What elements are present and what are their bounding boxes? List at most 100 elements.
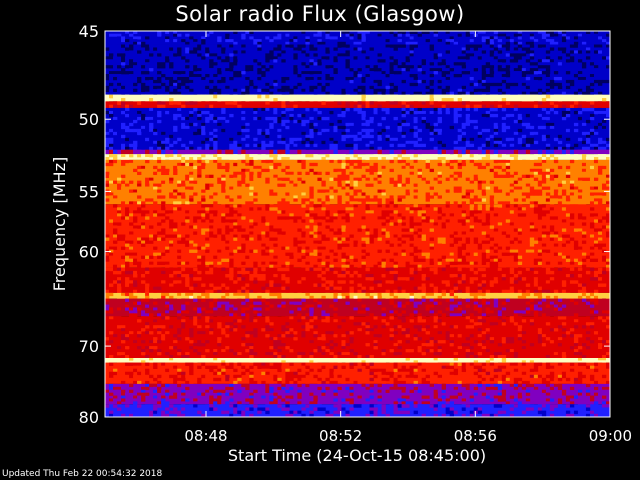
heatmap-cell (573, 36, 579, 40)
heatmap-cell (133, 228, 138, 232)
heatmap-cell (249, 88, 254, 93)
heatmap-cell (197, 186, 202, 190)
heatmap-cell (481, 162, 487, 167)
heatmap-cell (209, 246, 214, 250)
heatmap-cell (553, 174, 559, 178)
heatmap-cell (561, 107, 567, 112)
heatmap-cell (133, 243, 138, 247)
heatmap-cell (193, 122, 198, 127)
heatmap-cell (517, 74, 523, 78)
heatmap-cell (545, 76, 551, 81)
heatmap-cell (425, 94, 430, 99)
heatmap-cell (309, 76, 314, 81)
heatmap-cell (493, 198, 499, 202)
heatmap-cell (545, 131, 551, 136)
heatmap-cell (193, 39, 198, 43)
heatmap-cell (341, 110, 346, 115)
heatmap-cell (565, 171, 571, 176)
heatmap-cell (301, 71, 306, 75)
heatmap-cell (513, 146, 519, 151)
heatmap-cell (477, 213, 483, 217)
heatmap-cell (281, 113, 286, 118)
heatmap-cell (513, 119, 519, 124)
heatmap-cell (425, 195, 430, 199)
heatmap-cell (469, 222, 475, 226)
heatmap-cell (545, 88, 551, 93)
heatmap-cell (269, 85, 274, 90)
heatmap-cell (409, 222, 414, 226)
heatmap-cell (445, 168, 450, 173)
heatmap-cell (113, 88, 118, 93)
heatmap-cell (453, 180, 458, 184)
heatmap-cell (505, 74, 511, 78)
heatmap-cell (245, 237, 250, 241)
heatmap-cell (141, 146, 146, 151)
heatmap-cell (225, 210, 230, 214)
heatmap-cell (593, 240, 599, 244)
heatmap-cell (537, 183, 543, 187)
heatmap-cell (365, 198, 370, 202)
heatmap-cell (377, 59, 382, 63)
heatmap-cell (157, 168, 162, 173)
heatmap-cell (129, 47, 134, 51)
heatmap-cell (381, 33, 386, 37)
heatmap-cell (529, 71, 535, 75)
heatmap-cell (385, 234, 390, 238)
heatmap-cell (149, 165, 154, 170)
heatmap-cell (557, 165, 563, 170)
heatmap-cell (245, 107, 250, 112)
heatmap-cell (537, 31, 543, 34)
heatmap-cell (337, 116, 342, 121)
heatmap-cell (601, 207, 607, 211)
heatmap-cell (537, 33, 543, 37)
heatmap-cell (109, 149, 114, 155)
heatmap-cell (581, 33, 587, 37)
heatmap-cell (433, 165, 438, 170)
heatmap-cell (589, 186, 595, 190)
heatmap-cell (229, 180, 234, 184)
heatmap-cell (557, 134, 563, 139)
heatmap-cell (249, 79, 254, 84)
heatmap-cell (377, 98, 382, 102)
heatmap-cell (357, 53, 362, 57)
heatmap-cell (449, 39, 454, 43)
heatmap-cell (473, 104, 479, 109)
heatmap-cell (385, 107, 390, 112)
heatmap-cell (157, 222, 162, 226)
heatmap-cell (541, 204, 547, 208)
heatmap-cell (405, 201, 410, 205)
heatmap-cell (501, 76, 507, 81)
heatmap-cell (529, 177, 535, 181)
heatmap-cell (417, 59, 422, 63)
heatmap-cell (253, 198, 258, 202)
heatmap-cell (329, 195, 334, 199)
heatmap-cell (345, 177, 350, 181)
heatmap-cell (437, 119, 442, 124)
heatmap-cell (497, 165, 503, 170)
heatmap-cell (545, 140, 551, 145)
heatmap-cell (525, 207, 531, 211)
heatmap-cell (501, 125, 507, 130)
heatmap-cell (133, 183, 138, 187)
heatmap-cell (601, 98, 607, 102)
heatmap-cell (289, 113, 294, 118)
heatmap-cell (509, 154, 515, 158)
heatmap-cell (525, 165, 531, 170)
heatmap-cell (109, 146, 114, 151)
heatmap-cell (453, 140, 458, 145)
heatmap-cell (189, 122, 194, 127)
heatmap-cell (309, 213, 314, 217)
heatmap-cell (277, 101, 282, 105)
heatmap-cell (157, 79, 162, 84)
heatmap-cell (317, 131, 322, 136)
heatmap-cell (217, 44, 222, 48)
heatmap-cell (505, 192, 511, 196)
heatmap-cell (237, 183, 242, 187)
heatmap-cell (305, 180, 310, 184)
heatmap-cell (129, 240, 134, 244)
heatmap-cell (121, 44, 126, 48)
heatmap-cell (261, 157, 266, 161)
heatmap-cell (193, 171, 198, 176)
heatmap-cell (501, 94, 507, 99)
heatmap-cell (149, 177, 154, 181)
